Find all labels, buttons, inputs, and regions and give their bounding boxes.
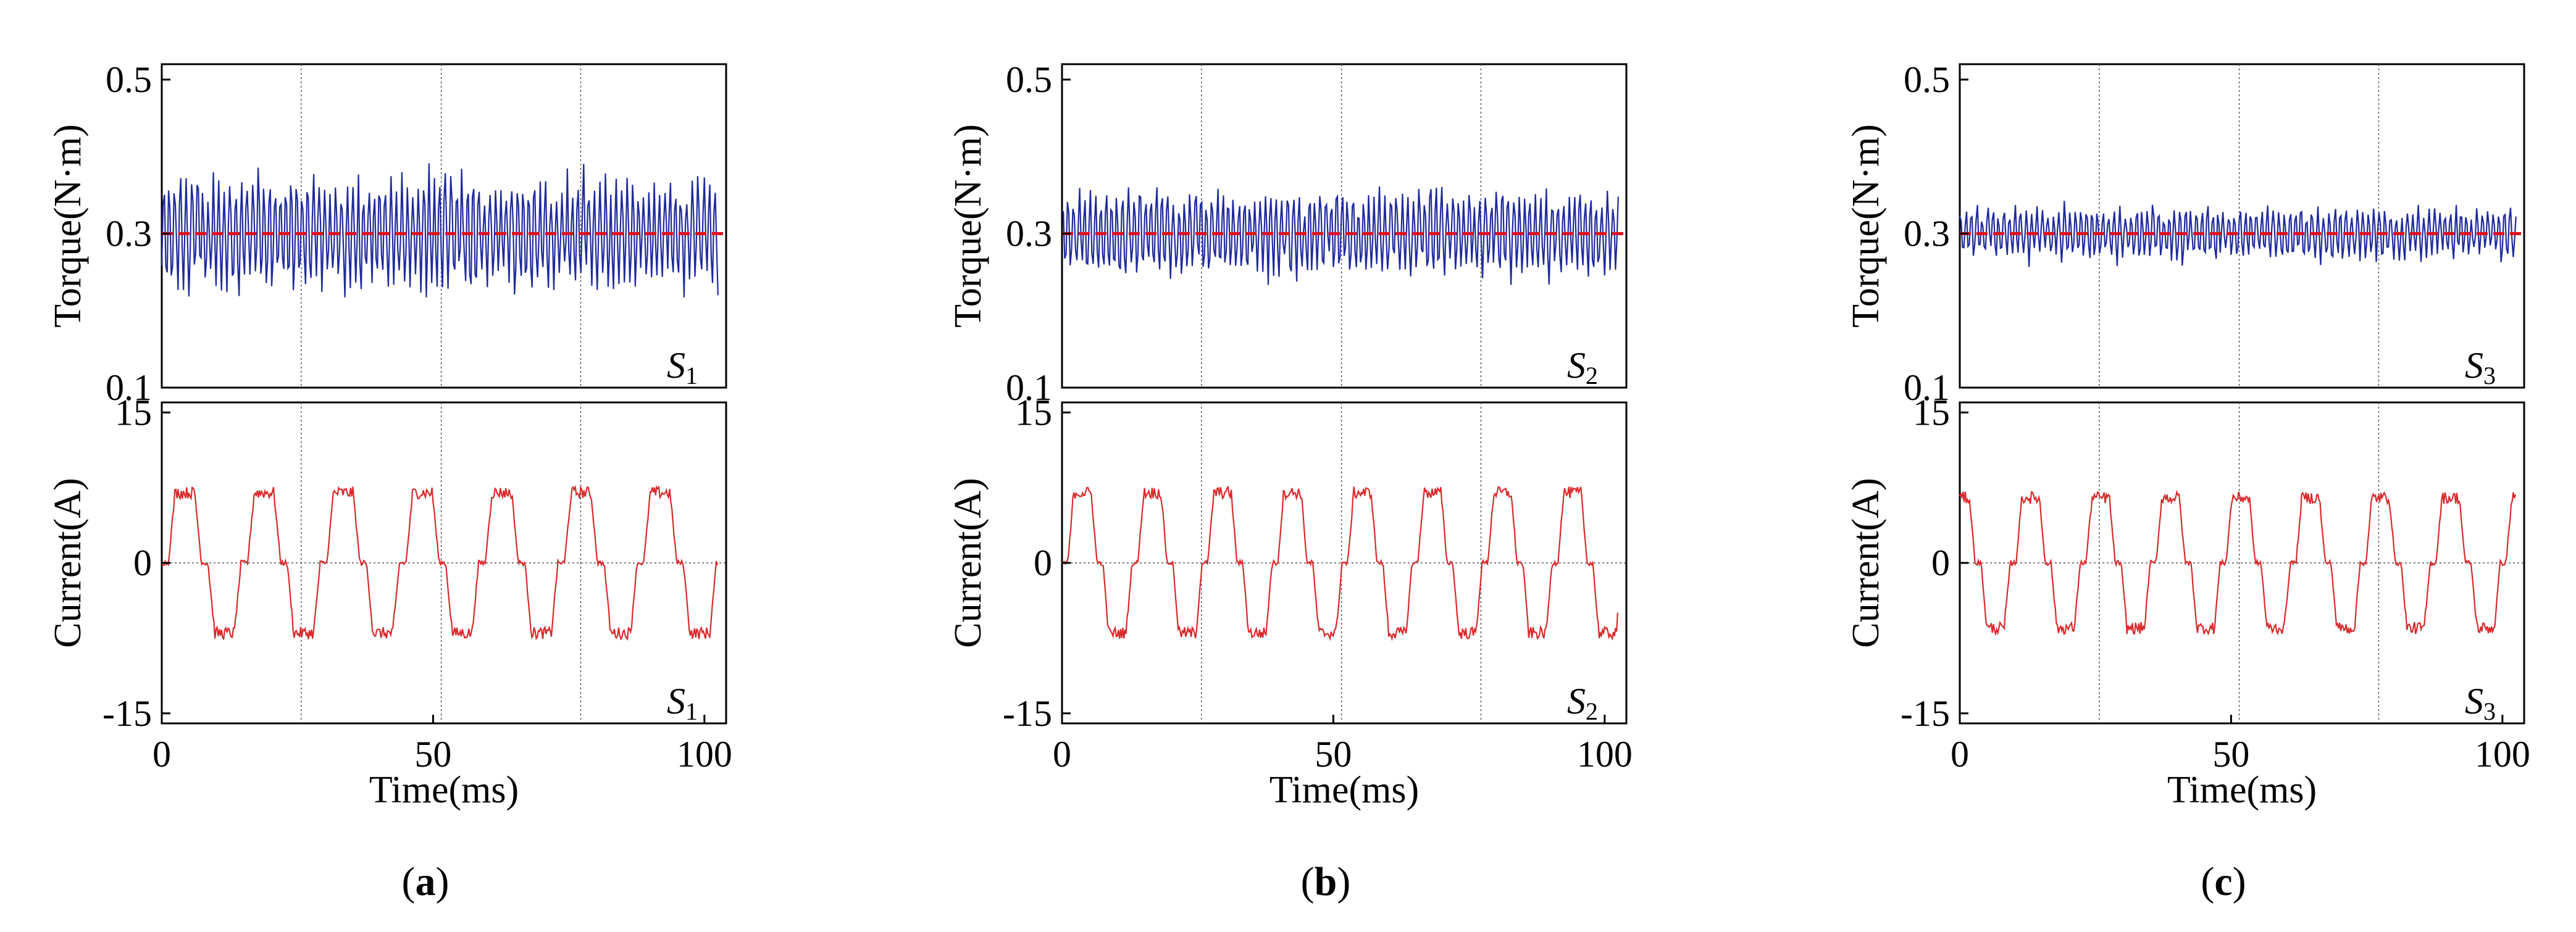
torque-axis-label: Torque(N·m) [47, 124, 89, 328]
torque-ytick-label-1: 0.3 [106, 213, 152, 254]
torque-scheme-label: S2 [1567, 345, 1598, 389]
current-axis-label: Current(A) [1845, 478, 1887, 647]
panel-caption-letter: c [2214, 859, 2232, 904]
panel-caption-letter: a [416, 859, 436, 904]
xtick-label-1: 50 [1315, 734, 1352, 775]
torque-plot-frame [1959, 63, 2525, 389]
torque-plot-frame [161, 63, 727, 389]
current-ytick-label-0: 15 [115, 392, 152, 433]
panel-caption: (b) [1301, 859, 1351, 904]
panel-a: 0.50.30.1Torque(N·m)S1150-15Current(A)S1… [47, 59, 732, 904]
xtick-label-0: 0 [153, 734, 171, 775]
torque-series-line [1959, 201, 2517, 267]
torque-ytick-label-0: 0.5 [1904, 59, 1950, 100]
current-scheme-label: S1 [667, 681, 698, 725]
current-axis-label: Current(A) [947, 478, 989, 647]
panel-caption-letter: b [1315, 859, 1337, 904]
current-ytick-label-2: -15 [1901, 693, 1950, 734]
torque-scheme-label-index: 1 [685, 362, 698, 389]
x-axis-label: Time(ms) [2167, 769, 2317, 811]
xtick-label-2: 100 [1577, 734, 1633, 775]
current-scheme-label-index: 3 [2483, 697, 2496, 725]
panel-caption: (c) [2201, 859, 2246, 904]
current-ytick-label-1: 0 [1034, 543, 1052, 583]
current-ytick-label-2: -15 [102, 693, 152, 734]
torque-ytick-label-1: 0.3 [1904, 213, 1950, 254]
current-axis-label: Current(A) [47, 478, 89, 647]
torque-scheme-label: S3 [2465, 345, 2496, 389]
current-scheme-label: S3 [2465, 681, 2496, 725]
current-series-line [161, 485, 718, 641]
current-scheme-label-index: 1 [685, 697, 698, 725]
torque-plot-frame [1061, 63, 1628, 389]
current-ytick-label-1: 0 [1931, 543, 1950, 583]
current-ytick-label-1: 0 [133, 543, 152, 583]
xtick-label-0: 0 [1951, 734, 1969, 775]
torque-scheme-label-index: 3 [2483, 362, 2496, 389]
panel-c: 0.50.30.1Torque(N·m)S3150-15Current(A)S3… [1845, 59, 2530, 904]
current-series-line [1959, 489, 2516, 636]
torque-series-line [1061, 186, 1619, 285]
torque-axis-label: Torque(N·m) [1845, 124, 1887, 328]
panel-caption: (a) [402, 859, 450, 904]
torque-ytick-label-2: 0.1 [106, 367, 152, 408]
current-ytick-label-0: 15 [1913, 392, 1950, 433]
torque-ytick-label-2: 0.1 [1006, 367, 1052, 408]
current-ytick-label-2: -15 [1003, 693, 1052, 734]
torque-ytick-label-2: 0.1 [1904, 367, 1950, 408]
x-axis-label: Time(ms) [1269, 769, 1419, 811]
xtick-label-1: 50 [2212, 734, 2249, 775]
torque-axis-label: Torque(N·m) [947, 124, 989, 328]
x-axis-label: Time(ms) [369, 769, 519, 811]
torque-ytick-label-1: 0.3 [1006, 213, 1052, 254]
current-scheme-label-index: 2 [1586, 697, 1598, 725]
torque-ytick-label-0: 0.5 [1006, 59, 1052, 100]
current-series-line [1061, 485, 1618, 641]
xtick-label-1: 50 [414, 734, 451, 775]
torque-series-line [161, 163, 719, 297]
xtick-label-2: 100 [2475, 734, 2530, 775]
torque-scheme-label: S1 [667, 345, 698, 389]
xtick-label-2: 100 [677, 734, 732, 775]
panel-b: 0.50.30.1Torque(N·m)S2150-15Current(A)S2… [947, 59, 1633, 904]
torque-ytick-label-0: 0.5 [106, 59, 152, 100]
current-scheme-label: S2 [1567, 681, 1598, 725]
xtick-label-0: 0 [1053, 734, 1071, 775]
current-ytick-label-0: 15 [1015, 392, 1052, 433]
torque-scheme-label-index: 2 [1586, 362, 1598, 389]
